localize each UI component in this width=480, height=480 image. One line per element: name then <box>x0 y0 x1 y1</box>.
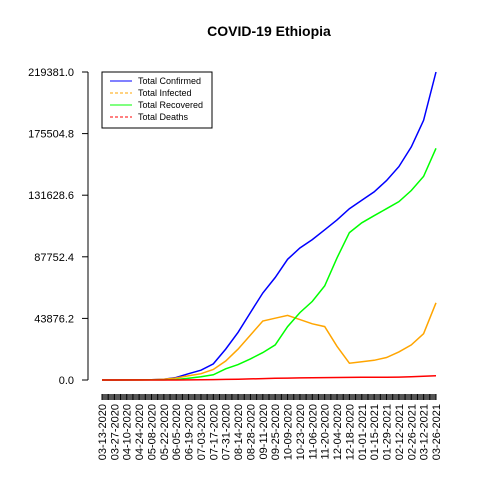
x-tick-label: 07-03-2020 <box>196 404 208 460</box>
legend-box <box>101 71 213 129</box>
x-tick-label: 11-20-2020 <box>320 404 332 459</box>
x-tick-label: 10-23-2020 <box>295 404 307 460</box>
x-tick-label: 11-06-2020 <box>307 404 319 459</box>
legend-label: Total Confirmed <box>138 76 201 86</box>
x-tick-label: 06-19-2020 <box>184 404 196 460</box>
x-axis: 03-13-2020 03-27-2020 04-10-2020 04-24-2020… <box>97 394 443 460</box>
legend-label: Total Deaths <box>138 112 189 122</box>
x-tick-label: 03-27-2020 <box>109 404 121 460</box>
y-tick-label: 0.0 <box>59 375 74 387</box>
x-tick-label: 03-13-2020 <box>97 404 109 460</box>
series-lines <box>102 71 437 381</box>
x-tick-label: 09-11-2020 <box>258 404 270 459</box>
y-tick-label: 131628.6 <box>28 190 74 202</box>
x-tick-label: 02-26-2021 <box>406 404 418 460</box>
x-tick-label: 04-10-2020 <box>122 404 134 460</box>
y-axis: 0.0 43876.2 87752.4 131628.6 175504.8 219381.… <box>28 67 89 387</box>
x-tick-label: 08-14-2020 <box>233 404 245 460</box>
x-tick-label: 09-25-2020 <box>270 404 282 460</box>
y-tick-label: 175504.8 <box>28 129 74 141</box>
legend-label: Total Recovered <box>138 100 203 110</box>
x-tick-label: 08-28-2020 <box>245 404 257 460</box>
y-tick-label: 219381.0 <box>28 67 74 79</box>
x-tick-label: 01-29-2021 <box>382 404 394 460</box>
x-tick-label: 01-01-2021 <box>357 404 369 460</box>
x-tick-label: 05-08-2020 <box>146 404 158 460</box>
x-tick-label: 06-05-2020 <box>171 404 183 460</box>
series-line-3 <box>102 375 437 381</box>
y-tick-label: 87752.4 <box>34 252 74 264</box>
x-tick-label: 07-31-2020 <box>221 404 233 460</box>
x-tick-label: 12-04-2020 <box>332 404 344 460</box>
legend-label: Total Infected <box>138 88 192 98</box>
x-tick-label: 10-09-2020 <box>283 404 295 460</box>
x-tick-label: 01-15-2021 <box>369 404 381 460</box>
x-tick-label: 02-12-2021 <box>394 404 406 460</box>
x-tick-label: 07-17-2020 <box>208 404 220 460</box>
x-tick-label: 05-22-2020 <box>159 404 171 460</box>
legend: Total Confirmed Total Infected Total Recov… <box>101 71 213 129</box>
y-tick-label: 43876.2 <box>34 313 74 325</box>
chart-title: COVID-19 Ethiopia <box>207 23 331 39</box>
x-tick-label: 03-12-2021 <box>419 404 431 460</box>
x-tick-label: 04-24-2020 <box>134 404 146 460</box>
x-tick-label: 03-26-2021 <box>431 404 443 460</box>
x-tick-label: 12-18-2020 <box>344 404 356 460</box>
